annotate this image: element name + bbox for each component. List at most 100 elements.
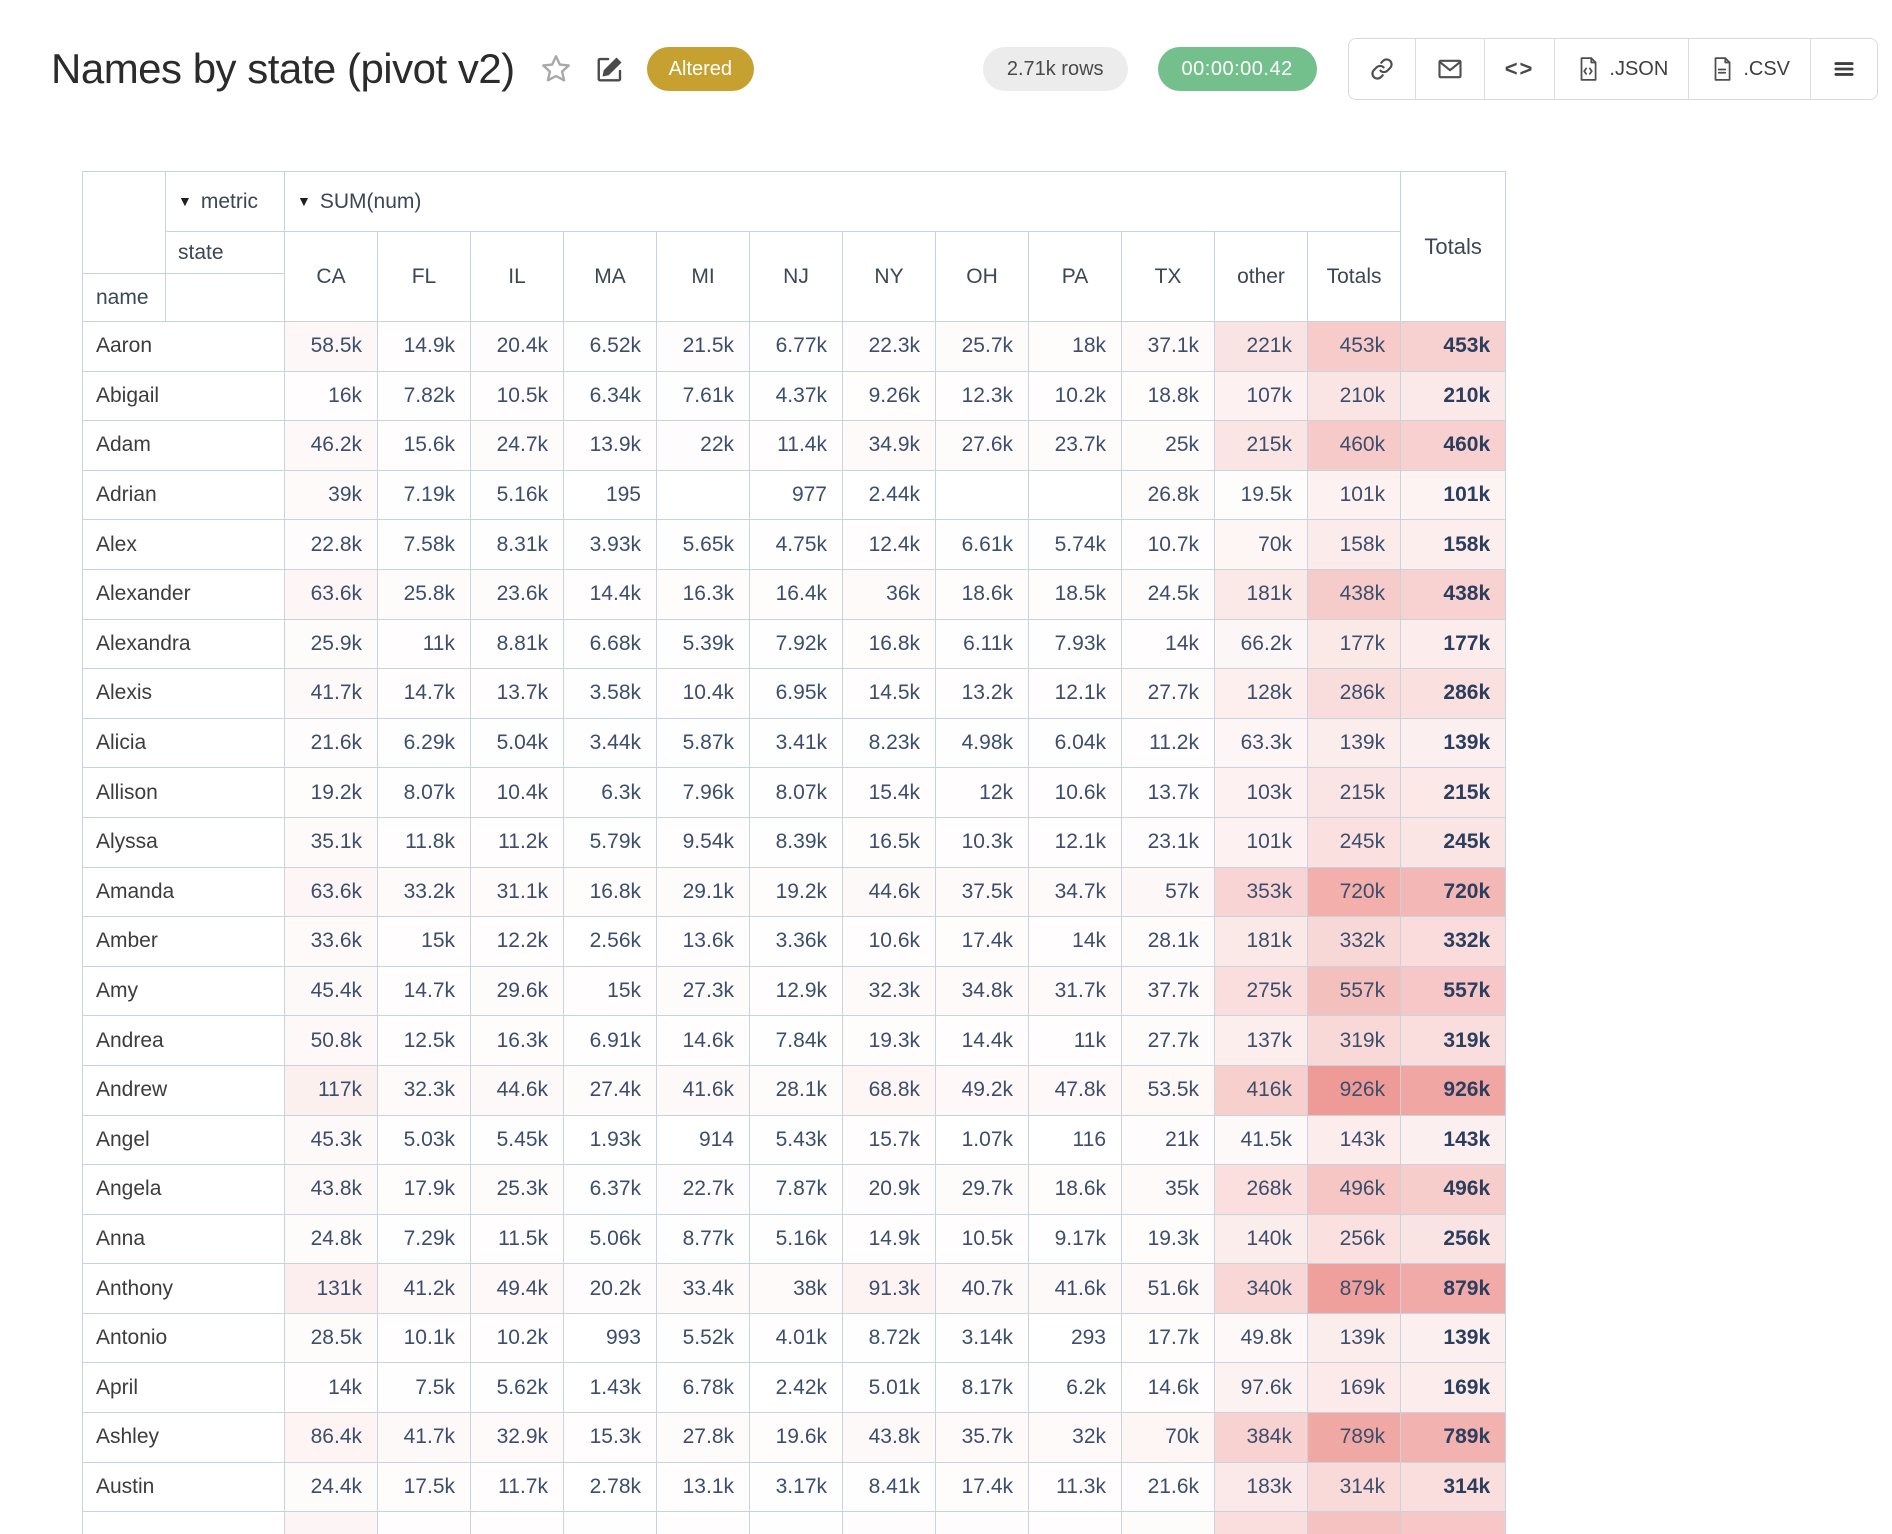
cell-Anna-NY: 14.9k [842, 1213, 936, 1265]
cell-Antonio-other: 49.8k [1214, 1312, 1308, 1364]
table-row: Andrew 117k 32.3k 44.6k 27.4k 41.6k 28.1k 68.8k… [82, 1064, 1506, 1116]
cell-Adam-other: 215k [1214, 420, 1308, 471]
page-title: Names by state (pivot v2) [51, 45, 515, 92]
grand-total-Alexandra: 177k [1400, 618, 1506, 670]
cell-Alexandra-FL: 11k [377, 618, 471, 670]
metric-label: metric [200, 189, 259, 213]
cell-Adrian-NY: 2.44k [842, 469, 936, 521]
download-csv-button[interactable]: .CSV [1689, 39, 1811, 99]
mail-icon [1438, 59, 1462, 79]
cell-Amy-NJ: 12.9k [749, 965, 843, 1017]
cell-Ashley-IL: 32.9k [470, 1412, 564, 1463]
cell-Anna-MI: 8.77k [656, 1213, 750, 1265]
cell-Alyssa-CA: 35.1k [284, 816, 378, 868]
more-menu-button[interactable] [1811, 39, 1877, 99]
cell-Alyssa-TX: 23.1k [1121, 816, 1215, 868]
row-name-Angela: Angela [82, 1164, 285, 1215]
row-name-Amanda: Amanda [82, 866, 285, 918]
cell-Austin-CA: 24.4k [284, 1461, 378, 1513]
json-file-icon [1581, 57, 1597, 81]
cell-Amy-other: 275k [1214, 965, 1308, 1017]
cell-Alexandra-NY: 16.8k [842, 618, 936, 670]
cell-Angel-IL: 5.45k [470, 1114, 564, 1166]
download-json-button[interactable]: .JSON [1555, 39, 1690, 99]
column-header-IL: IL [470, 231, 564, 322]
sum-dropdown[interactable]: ▼ SUM(num) [283, 171, 1402, 232]
cell-Alexis-FL: 14.7k [377, 668, 471, 719]
cell-Antonio-PA: 293 [1028, 1312, 1122, 1364]
cell-Angel-PA: 116 [1028, 1114, 1122, 1166]
cell-Austin-NJ: 3.17k [749, 1461, 843, 1513]
cell-Anthony-OH: 40.7k [935, 1263, 1029, 1314]
cell-Abigail-MI: 7.61k [656, 370, 750, 422]
cell-Ashley-TX: 70k [1121, 1412, 1215, 1463]
table-row: Adam 46.2k 15.6k 24.7k 13.9k 22k 11.4k 34.9k 27.… [82, 420, 1506, 471]
cell-Angel-TX: 21k [1121, 1114, 1215, 1166]
grand-total-Ashley: 789k [1400, 1412, 1506, 1463]
table-row: Angel 45.3k 5.03k 5.45k 1.93k 914 5.43k 15.7k 1.… [82, 1114, 1506, 1166]
cell-partial-FL [377, 1511, 471, 1534]
cell-Alexis-PA: 12.1k [1028, 668, 1122, 719]
column-header-NY: NY [842, 231, 936, 322]
grand-total-Anna: 256k [1400, 1213, 1506, 1265]
embed-code-button[interactable]: <> [1484, 39, 1556, 99]
share-link-button[interactable] [1348, 39, 1416, 99]
cell-Angel-OH: 1.07k [935, 1114, 1029, 1166]
cell-Ashley-PA: 32k [1028, 1412, 1122, 1463]
cell-Alicia-NJ: 3.41k [749, 717, 843, 769]
cell-Alexander-MA: 14.4k [563, 568, 657, 620]
cell-Adrian-CA: 39k [284, 469, 378, 521]
cell-Amanda-MA: 16.8k [563, 866, 657, 918]
cell-Aaron-FL: 14.9k [377, 321, 471, 372]
grand-total-Abigail: 210k [1400, 370, 1506, 422]
menu-icon [1834, 62, 1854, 76]
cell-Andrea-Totals: 319k [1306, 1015, 1402, 1066]
cell-Adrian-MA: 195 [563, 469, 657, 521]
cell-April-Totals: 169k [1306, 1362, 1402, 1414]
cell-Abigail-TX: 18.8k [1121, 370, 1215, 422]
cell-Andrea-TX: 27.7k [1121, 1015, 1215, 1066]
email-button[interactable] [1415, 39, 1485, 99]
table-row: Amy 45.4k 14.7k 29.6k 15k 27.3k 12.9k 32.3k 34.8… [82, 965, 1506, 1017]
grand-totals-header: Totals [1400, 171, 1506, 322]
cell-Ashley-other: 384k [1214, 1412, 1308, 1463]
cell-Austin-NY: 8.41k [842, 1461, 936, 1513]
cell-Abigail-NY: 9.26k [842, 370, 936, 422]
row-name-Ashley: Ashley [82, 1412, 285, 1463]
cell-Amanda-Totals: 720k [1306, 866, 1402, 918]
cell-Allison-MI: 7.96k [656, 767, 750, 818]
cell-Angel-Totals: 143k [1306, 1114, 1402, 1166]
cell-Austin-TX: 21.6k [1121, 1461, 1215, 1513]
cell-Alexander-other: 181k [1214, 568, 1308, 620]
cell-Alyssa-OH: 10.3k [935, 816, 1029, 868]
cell-Ashley-Totals: 789k [1306, 1412, 1402, 1463]
cell-Abigail-Totals: 210k [1306, 370, 1402, 422]
edit-icon[interactable] [595, 54, 625, 84]
grand-total-Angela: 496k [1400, 1164, 1506, 1215]
cell-Amy-IL: 29.6k [470, 965, 564, 1017]
cell-Andrew-Totals: 926k [1306, 1064, 1402, 1116]
cell-Alex-PA: 5.74k [1028, 519, 1122, 570]
table-row: Austin 24.4k 17.5k 11.7k 2.78k 13.1k 3.17k 8.41… [82, 1461, 1506, 1513]
star-icon[interactable] [539, 52, 573, 86]
cell-Andrea-IL: 16.3k [470, 1015, 564, 1066]
cell-Alex-FL: 7.58k [377, 519, 471, 570]
metric-dropdown[interactable]: ▼ metric [165, 171, 285, 232]
table-row: Alyssa 35.1k 11.8k 11.2k 5.79k 9.54k 8.39k 16.5… [82, 816, 1506, 868]
cell-partial-NY [842, 1511, 936, 1534]
cell-Anna-FL: 7.29k [377, 1213, 471, 1265]
cell-Abigail-OH: 12.3k [935, 370, 1029, 422]
cell-Antonio-NJ: 4.01k [749, 1312, 843, 1364]
cell-Amber-IL: 12.2k [470, 916, 564, 967]
cell-Adrian-TX: 26.8k [1121, 469, 1215, 521]
corner-blank-cell [82, 171, 166, 274]
cell-Adam-IL: 24.7k [470, 420, 564, 471]
cell-Anna-MA: 5.06k [563, 1213, 657, 1265]
cell-Austin-Totals: 314k [1306, 1461, 1402, 1513]
cell-Alicia-OH: 4.98k [935, 717, 1029, 769]
cell-Anna-Totals: 256k [1306, 1213, 1402, 1265]
cell-Amy-CA: 45.4k [284, 965, 378, 1017]
table-row: Adrian 39k 7.19k 5.16k 195 977 2.44k 26.8k 19.5k… [82, 469, 1506, 521]
cell-Angel-other: 41.5k [1214, 1114, 1308, 1166]
cell-Alexander-Totals: 438k [1306, 568, 1402, 620]
